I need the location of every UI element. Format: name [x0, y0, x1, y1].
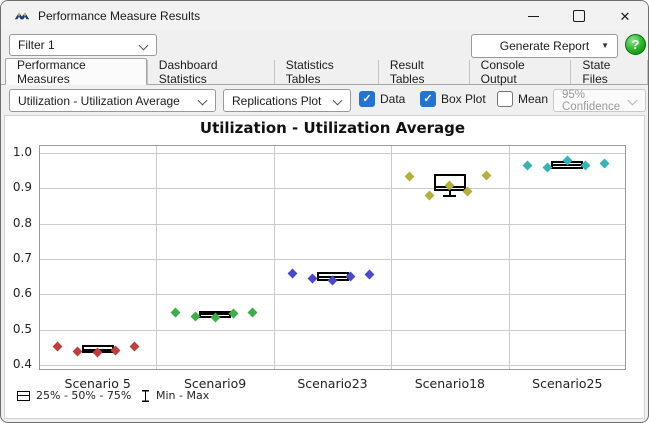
tab-label: Console Output — [480, 58, 525, 86]
checkbox-box-plot-label: Box Plot — [441, 92, 486, 106]
checkbox-box-plot-box: ✓ — [420, 91, 436, 107]
whisker-cap — [443, 195, 457, 197]
gridline-horizontal — [39, 294, 626, 296]
x-axis-label: Scenario23 — [297, 375, 368, 391]
measure-select-value: Utilization - Utilization Average — [18, 93, 180, 108]
gridline-vertical — [391, 145, 393, 370]
minimize-button[interactable] — [510, 1, 556, 31]
plot-controls: Utilization - Utilization Average Replic… — [1, 85, 648, 115]
tab-label: Statistics Tables — [285, 58, 334, 86]
chevron-down-icon — [332, 95, 343, 106]
tab-state-files[interactable]: State Files — [571, 58, 648, 86]
chevron-down-icon — [197, 95, 208, 106]
gridline-vertical — [508, 145, 510, 370]
box-plot-icon — [17, 390, 30, 401]
window-title: Performance Measure Results — [38, 9, 201, 23]
tab-console-output[interactable]: Console Output — [470, 58, 572, 86]
x-axis-label: Scenario25 — [532, 375, 603, 391]
tab-performance-measures[interactable]: Performance Measures — [5, 57, 147, 86]
y-axis-tick-label: 0.9 — [12, 180, 32, 195]
tab-label: Result Tables — [389, 58, 425, 86]
x-axis-label: Scenario18 — [414, 375, 485, 391]
legend-min-max: Min - Max — [141, 389, 209, 402]
y-axis-tick-label: 0.6 — [12, 286, 32, 301]
app-logo-icon — [14, 12, 30, 20]
toolbar: Filter 1 Generate Report ▼ ? — [1, 31, 648, 59]
gridline-horizontal — [39, 259, 626, 261]
checkbox-data-box: ✓ — [359, 91, 375, 107]
filter-select[interactable]: Filter 1 — [9, 34, 157, 56]
generate-report-label: Generate Report — [499, 39, 590, 53]
plot-type-select[interactable]: Replications Plot — [223, 89, 351, 112]
x-axis-label: Scenario 5 — [64, 375, 131, 391]
checkbox-data[interactable]: ✓ Data — [359, 91, 405, 107]
checkbox-box-plot[interactable]: ✓ Box Plot — [420, 91, 486, 107]
legend-box-plot-label: 25% - 50% - 75% — [36, 389, 132, 402]
tab-label: State Files — [582, 58, 611, 86]
gridline-vertical — [156, 145, 158, 370]
tab-result-tables[interactable]: Result Tables — [379, 58, 470, 86]
title-bar: Performance Measure Results ✕ — [1, 1, 648, 31]
y-axis-tick-label: 0.5 — [12, 321, 32, 336]
gridline-horizontal — [39, 188, 626, 190]
minimize-icon — [527, 15, 539, 17]
confidence-select: 95% Confidence — [553, 88, 646, 113]
checkbox-mean[interactable]: Mean — [497, 91, 548, 107]
confidence-select-value: 95% Confidence — [562, 88, 621, 113]
measure-select[interactable]: Utilization - Utilization Average — [9, 89, 216, 112]
help-icon: ? — [631, 37, 640, 52]
filter-select-value: Filter 1 — [18, 38, 55, 52]
plot-type-value: Replications Plot — [232, 93, 322, 108]
x-axis-label: Scenario9 — [183, 375, 247, 391]
y-axis-tick-label: 1.0 — [12, 144, 32, 159]
checkbox-data-label: Data — [380, 92, 406, 106]
tab-statistics-tables[interactable]: Statistics Tables — [275, 58, 379, 86]
whisker-icon — [142, 389, 149, 402]
tab-label: Performance Measures — [17, 57, 86, 86]
legend-box-plot: 25% - 50% - 75% — [17, 389, 131, 402]
dropdown-arrow-icon: ▼ — [601, 41, 609, 50]
gridline-horizontal — [39, 329, 626, 331]
checkbox-mean-box — [497, 91, 513, 107]
tab-label: Dashboard Statistics — [158, 58, 218, 86]
chart-panel: Utilization - Utilization Average 25% - … — [4, 115, 645, 419]
whisker-stem — [449, 189, 451, 196]
maximize-button[interactable] — [556, 1, 602, 31]
y-axis-tick-label: 0.8 — [12, 215, 32, 230]
gridline-horizontal — [39, 223, 626, 225]
gridline-horizontal — [39, 365, 626, 367]
chevron-down-icon — [138, 40, 149, 51]
tab-dashboard-statistics[interactable]: Dashboard Statistics — [146, 58, 275, 86]
plot-frame — [39, 145, 626, 370]
checkbox-mean-label: Mean — [518, 92, 549, 106]
generate-report-button[interactable]: Generate Report ▼ — [471, 34, 618, 58]
y-axis-tick-label: 0.4 — [12, 357, 32, 372]
gridline-horizontal — [39, 152, 626, 154]
legend-min-max-label: Min - Max — [156, 389, 210, 402]
help-button[interactable]: ? — [625, 34, 646, 55]
chart-title: Utilization - Utilization Average — [199, 119, 466, 137]
close-icon: ✕ — [619, 8, 631, 24]
gridline-vertical — [273, 145, 275, 370]
y-axis-tick-label: 0.7 — [12, 251, 32, 266]
close-button[interactable]: ✕ — [602, 1, 648, 31]
tab-bar: Performance Measures Dashboard Statistic… — [1, 57, 648, 86]
maximize-icon — [573, 10, 585, 22]
